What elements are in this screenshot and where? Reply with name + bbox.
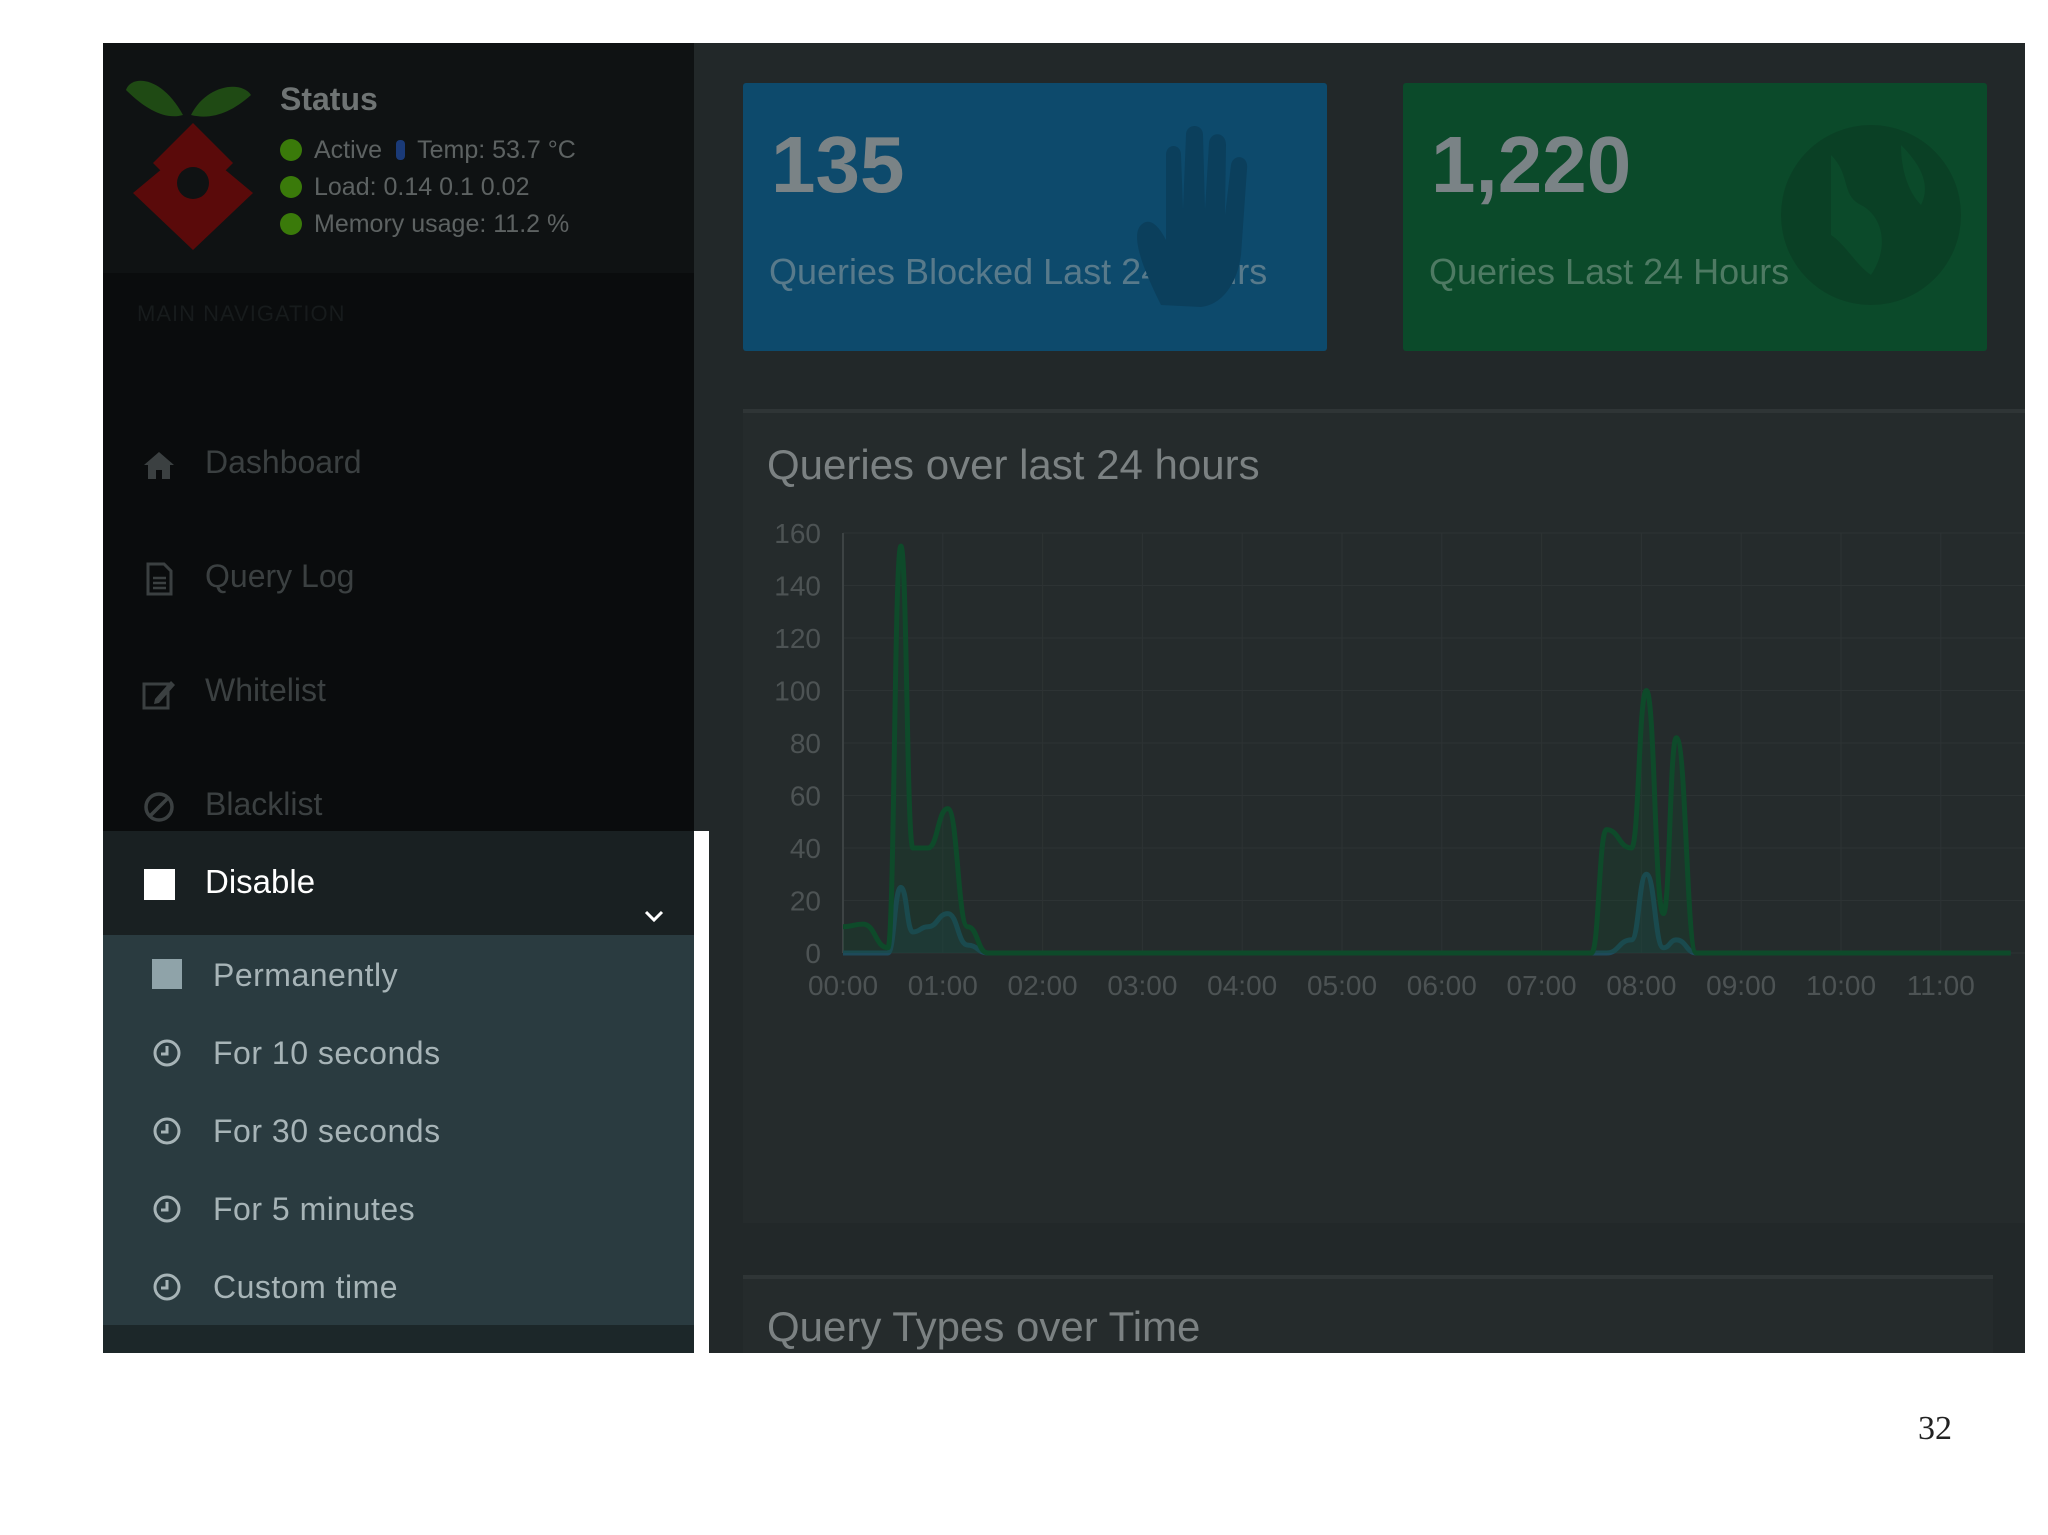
y-tick-label: 160 bbox=[774, 518, 821, 549]
submenu-label: For 30 seconds bbox=[213, 1113, 441, 1149]
disable-5-minutes[interactable]: For 5 minutes bbox=[103, 1169, 694, 1247]
series-area bbox=[843, 546, 2011, 953]
series-area bbox=[843, 874, 2011, 953]
queries-chart-title: Queries over last 24 hours bbox=[767, 441, 1260, 488]
sidebar-item-label: Query Log bbox=[205, 558, 355, 594]
y-tick-label: 80 bbox=[790, 728, 821, 759]
blocked-queries-count: 135 bbox=[771, 120, 905, 209]
disable-submenu: Permanently For 10 seconds For 30 second… bbox=[103, 935, 694, 1325]
total-queries-label: Queries Last 24 Hours bbox=[1429, 251, 1790, 292]
status-memory-line: Memory usage: 11.2 % bbox=[280, 210, 569, 239]
hand-icon bbox=[1137, 126, 1248, 307]
y-tick-label: 140 bbox=[774, 571, 821, 602]
sidebar-item-blacklist[interactable]: Blacklist bbox=[103, 751, 694, 861]
total-queries-box: 1,220 Queries Last 24 Hours bbox=[1403, 83, 1987, 351]
status-load-line: Load: 0.14 0.1 0.02 bbox=[280, 173, 529, 202]
sidebar-item-disable[interactable]: Disable bbox=[103, 831, 694, 935]
query-types-title: Query Types over Time bbox=[767, 1303, 1201, 1350]
pihole-logo bbox=[126, 80, 253, 250]
y-tick-label: 120 bbox=[774, 623, 821, 654]
x-tick-label: 07:00 bbox=[1507, 970, 1577, 1001]
status-temp: Temp: 53.7 °C bbox=[417, 136, 576, 164]
square-icon bbox=[152, 959, 182, 989]
sidebar-item-label: Whitelist bbox=[205, 672, 326, 708]
main-content: 135 Queries Blocked Last 24 Hours 1,220 … bbox=[709, 43, 2025, 1353]
disable-permanently[interactable]: Permanently bbox=[103, 935, 694, 1013]
submenu-label: For 5 minutes bbox=[213, 1191, 416, 1227]
edit-icon bbox=[142, 681, 175, 710]
disable-10-seconds[interactable]: For 10 seconds bbox=[103, 1013, 694, 1091]
y-tick-label: 40 bbox=[790, 833, 821, 864]
thermometer-icon bbox=[396, 140, 406, 160]
sidebar-item-label: Dashboard bbox=[205, 444, 362, 480]
x-tick-label: 04:00 bbox=[1207, 970, 1277, 1001]
status-active: Active bbox=[314, 136, 383, 164]
load-dot-icon bbox=[280, 176, 302, 198]
total-queries-count: 1,220 bbox=[1431, 120, 1632, 209]
status-title: Status bbox=[280, 81, 378, 117]
x-tick-label: 00:00 bbox=[808, 970, 878, 1001]
x-tick-label: 10:00 bbox=[1806, 970, 1876, 1001]
sidebar: Status Active Temp: 53.7 °C Load: 0.14 0.… bbox=[103, 43, 694, 1353]
active-dot-icon bbox=[280, 139, 302, 161]
x-tick-label: 08:00 bbox=[1606, 970, 1676, 1001]
submenu-label: Custom time bbox=[213, 1269, 399, 1305]
file-icon bbox=[146, 562, 173, 596]
clock-icon bbox=[153, 1117, 181, 1145]
status-memory: Memory usage: 11.2 % bbox=[314, 210, 570, 238]
x-tick-label: 01:00 bbox=[908, 970, 978, 1001]
disable-custom-time[interactable]: Custom time bbox=[103, 1247, 694, 1325]
query-types-panel: Query Types over Time bbox=[743, 1275, 1993, 1353]
blocked-queries-box: 135 Queries Blocked Last 24 Hours bbox=[743, 83, 1327, 351]
submenu-label: For 10 seconds bbox=[213, 1035, 441, 1071]
user-panel: Status Active Temp: 53.7 °C Load: 0.14 0.… bbox=[103, 43, 694, 273]
series-line bbox=[842, 543, 2011, 956]
chevron-down-icon[interactable] bbox=[643, 909, 665, 923]
sidebar-item-dashboard[interactable]: Dashboard bbox=[103, 409, 694, 519]
disable-label: Disable bbox=[205, 863, 316, 900]
sidebar-item-whitelist[interactable]: Whitelist bbox=[103, 637, 694, 747]
y-tick-label: 60 bbox=[790, 781, 821, 812]
memory-dot-icon bbox=[280, 213, 302, 235]
main-nav-header: MAIN NAVIGATION bbox=[137, 301, 346, 326]
home-icon bbox=[144, 452, 174, 479]
series-line bbox=[843, 871, 2011, 956]
x-tick-label: 02:00 bbox=[1008, 970, 1078, 1001]
queries-over-time-panel: Queries over last 24 hours 0 20 40 60 80 100 1… bbox=[743, 409, 2025, 1223]
clock-icon bbox=[153, 1195, 181, 1223]
queries-chart: 0 20 40 60 80 100 120 140 160 00:00 01:00 02:00 03:0… bbox=[774, 518, 2025, 1001]
clock-icon bbox=[153, 1039, 181, 1067]
x-tick-label: 09:00 bbox=[1706, 970, 1776, 1001]
page-number: 32 bbox=[1918, 1410, 1952, 1447]
screenshot: Status Active Temp: 53.7 °C Load: 0.14 0.… bbox=[103, 43, 2025, 1353]
sidebar-scrollbar[interactable] bbox=[694, 831, 709, 1353]
y-tick-label: 0 bbox=[805, 938, 821, 969]
square-icon bbox=[144, 869, 175, 900]
globe-icon bbox=[1781, 125, 1961, 305]
x-tick-label: 05:00 bbox=[1307, 970, 1377, 1001]
sidebar-item-query-log[interactable]: Query Log bbox=[103, 523, 694, 633]
y-tick-label: 100 bbox=[774, 676, 821, 707]
status-load: Load: 0.14 0.1 0.02 bbox=[314, 173, 530, 201]
x-tick-label: 11:00 bbox=[1907, 970, 1975, 1001]
x-tick-label: 03:00 bbox=[1107, 970, 1177, 1001]
ban-icon bbox=[144, 792, 174, 822]
x-tick-label: 06:00 bbox=[1407, 970, 1477, 1001]
disable-30-seconds[interactable]: For 30 seconds bbox=[103, 1091, 694, 1169]
sidebar-item-label: Blacklist bbox=[205, 786, 323, 822]
submenu-label: Permanently bbox=[213, 957, 399, 993]
y-tick-label: 20 bbox=[790, 886, 821, 917]
clock-icon bbox=[153, 1273, 181, 1301]
status-active-line: Active Temp: 53.7 °C bbox=[280, 136, 576, 165]
sidebar-bottom bbox=[103, 1325, 694, 1353]
